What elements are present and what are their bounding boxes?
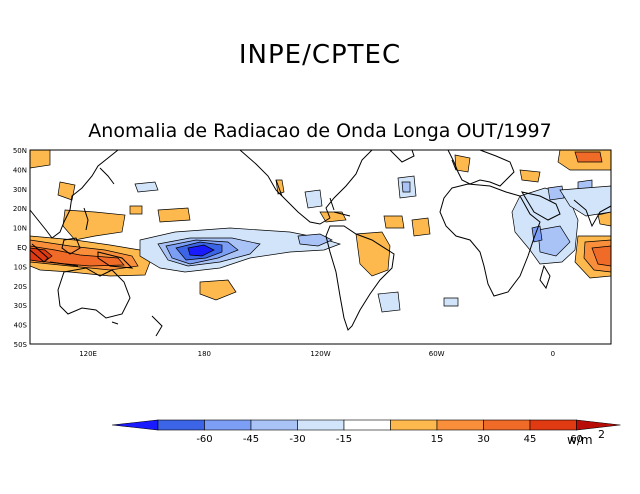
legend-swatch: [483, 419, 531, 431]
coast-baja: [275, 179, 283, 197]
legend-swatch: [157, 419, 205, 431]
coast-africa: [439, 183, 541, 297]
legend-units: w/m: [567, 433, 593, 447]
map-title: Anomalia de Radiacao de Onda Longa OUT/1…: [88, 120, 552, 142]
lat-label: 20S: [14, 283, 28, 291]
lat-label: EQ: [17, 244, 27, 252]
coastlines: [30, 150, 611, 337]
anomaly-cold-atlantic-n-2: [401, 181, 411, 193]
anomaly-warm-tiny-n: [129, 205, 143, 215]
anomaly-field: [30, 150, 611, 337]
legend-tick-label: 60: [570, 434, 583, 445]
anomaly-cold-s-atlantic: [443, 297, 459, 307]
legend-tick-label: -60: [196, 434, 212, 445]
coast-florida: [329, 197, 335, 211]
organization-title: INPE/CPTEC: [238, 40, 402, 70]
legend-swatch: [529, 419, 577, 431]
anomaly-cold-north-pacific: [134, 181, 159, 193]
lon-label: 180: [198, 350, 211, 358]
coast-tasmania: [111, 321, 119, 325]
legend-tick-label: 30: [477, 434, 490, 445]
anomaly-warm-maritime-4: [30, 247, 53, 263]
anomaly-warm-philippines: [62, 209, 126, 241]
coast-philippines: [83, 207, 89, 231]
legend-units-power: 2: [598, 428, 605, 441]
anomaly-warm-south-pacific: [199, 279, 237, 301]
coast-java: [49, 261, 79, 267]
anomaly-warm-amazon: [355, 231, 391, 277]
legend-arrow-high: [576, 419, 621, 431]
lat-label: 40N: [13, 166, 27, 174]
latitude-axis: 50N 40N 30N 20N 10N EQ 10S 20S 30S 40S 50S: [13, 147, 28, 349]
legend-tick-label: 15: [431, 434, 444, 445]
lat-label: 50N: [13, 147, 27, 155]
longitude-axis: 120E180120W60W060E: [79, 350, 555, 358]
map-frame: [29, 149, 612, 345]
coast-new-guinea: [97, 251, 134, 269]
coast-madagascar: [539, 264, 551, 290]
lat-label: 20N: [13, 205, 27, 213]
lat-label: 10N: [13, 225, 27, 233]
coast-asia: [30, 150, 119, 239]
anomaly-warm-central-america: [319, 211, 347, 223]
coast-borneo: [61, 237, 81, 255]
legend-tick-label: -30: [289, 434, 305, 445]
anomaly-warm-mexico: [275, 179, 285, 195]
anomaly-warm-atlantic: [383, 215, 405, 229]
coast-sumatra: [30, 243, 49, 263]
anomaly-cold-s-brazil: [377, 291, 401, 313]
coast-australia: [57, 267, 131, 319]
legend-swatch: [250, 419, 298, 431]
positive-anomalies: [30, 150, 611, 301]
anomaly-warm-nw-pacific: [30, 150, 51, 169]
legend-swatch: [436, 419, 484, 431]
negative-anomalies: [134, 175, 611, 313]
anomaly-cold-caribbean: [304, 189, 323, 209]
anomaly-warm-pacific-n: [157, 207, 191, 223]
anomaly-warm-indian-ocean-3: [591, 245, 611, 267]
legend-swatch: [390, 419, 438, 431]
coast-north-america: [239, 150, 373, 225]
lon-label: 120E: [79, 350, 97, 358]
anomaly-warm-asia-mid: [519, 169, 541, 183]
lat-label: 10S: [14, 263, 28, 271]
legend-swatch: [297, 419, 345, 431]
lon-label: 0: [551, 350, 555, 358]
coast-japan: [99, 167, 115, 185]
coast-greenland: [389, 150, 415, 163]
lat-label: 40S: [14, 322, 28, 330]
legend-swatch: [204, 419, 252, 431]
coast-india: [573, 199, 611, 228]
legend-swatch: [343, 419, 391, 431]
lat-label: 30N: [13, 186, 27, 194]
coast-cuba: [333, 211, 351, 217]
anomaly-warm-n-africa: [411, 217, 431, 237]
lat-label: 50S: [14, 341, 28, 349]
color-legend: -60 -45 -30 -15 15 30 45 60: [111, 419, 621, 445]
legend-tick-label: -15: [336, 434, 352, 445]
anomaly-cold-pacific-core: [187, 244, 215, 257]
lon-label: 120W: [310, 350, 330, 358]
legend-tick-label: 45: [524, 434, 537, 445]
coast-europe: [447, 150, 515, 187]
coast-new-zealand: [151, 315, 163, 337]
legend-arrow-low: [111, 419, 159, 431]
coast-uk: [451, 159, 457, 171]
anomaly-cold-mideast: [547, 185, 565, 201]
anomaly-cold-east-pacific: [297, 233, 333, 247]
anomaly-cold-africa-2: [537, 225, 571, 257]
legend-tick-label: -45: [243, 434, 259, 445]
lon-label: 60W: [429, 350, 445, 358]
coast-south-america: [325, 225, 395, 331]
coast-arabia: [520, 191, 561, 221]
lat-label: 30S: [14, 302, 28, 310]
anomaly-warm-asia-south: [57, 181, 76, 201]
anomaly-warm-ne-asia-2: [574, 151, 603, 163]
